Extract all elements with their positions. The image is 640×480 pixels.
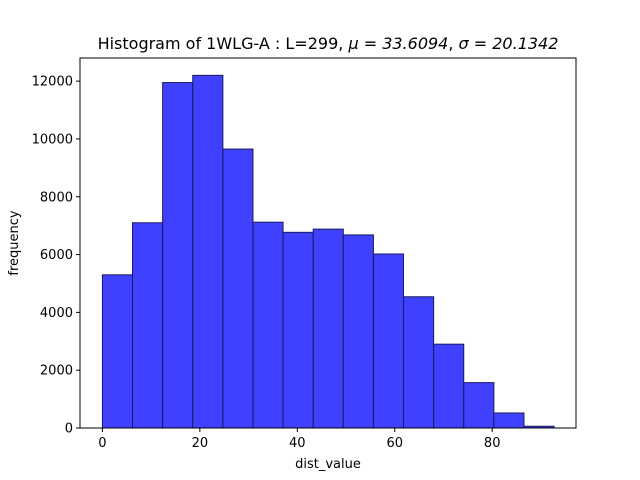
histogram-bar xyxy=(192,74,224,429)
x-axis-label: dist_value xyxy=(295,457,361,472)
chart-title-sigma: σ = 20.1342 xyxy=(459,34,559,53)
y-tick-label: 4000 xyxy=(40,306,73,321)
x-tick-label: 20 xyxy=(192,436,209,451)
histogram-bar xyxy=(312,228,344,429)
histogram-bar xyxy=(252,221,284,429)
x-tick-label: 80 xyxy=(484,436,501,451)
histogram-bar xyxy=(463,382,495,429)
y-tick-label: 2000 xyxy=(40,364,73,379)
y-tick-label: 6000 xyxy=(40,248,73,263)
x-tick-label: 60 xyxy=(386,436,403,451)
histogram-bar xyxy=(132,222,164,429)
histogram-bar xyxy=(403,296,435,429)
y-tick-label: 0 xyxy=(65,422,73,437)
x-tick-label: 40 xyxy=(289,436,306,451)
histogram-bar xyxy=(342,234,374,429)
chart-title: Histogram of 1WLG-A : L=299, μ = 33.6094… xyxy=(98,34,559,53)
y-tick-label: 8000 xyxy=(40,190,73,205)
histogram-bar xyxy=(162,82,194,429)
chart-title-mu: μ = 33.6094 xyxy=(347,34,448,53)
chart-title-prefix: Histogram of 1WLG-A : L=299, xyxy=(98,34,349,53)
y-axis-ticks: 0 2000 4000 6000 8000 10000 12000 xyxy=(32,75,80,437)
histogram-bars xyxy=(101,74,555,429)
x-axis-ticks: 0 20 40 60 80 xyxy=(98,428,500,451)
histogram-bar xyxy=(101,274,134,429)
y-tick-label: 12000 xyxy=(32,75,73,90)
histogram-bar xyxy=(433,343,465,429)
y-axis-label: frequency xyxy=(7,210,22,276)
histogram-bar xyxy=(282,231,314,429)
y-tick-label: 10000 xyxy=(32,132,73,147)
x-tick-label: 0 xyxy=(98,436,106,451)
plot-frame xyxy=(79,57,577,429)
histogram-bar xyxy=(493,412,525,429)
histogram-bar xyxy=(372,253,405,429)
histogram-bar xyxy=(222,148,254,429)
chart-title-separator: , xyxy=(448,34,458,53)
